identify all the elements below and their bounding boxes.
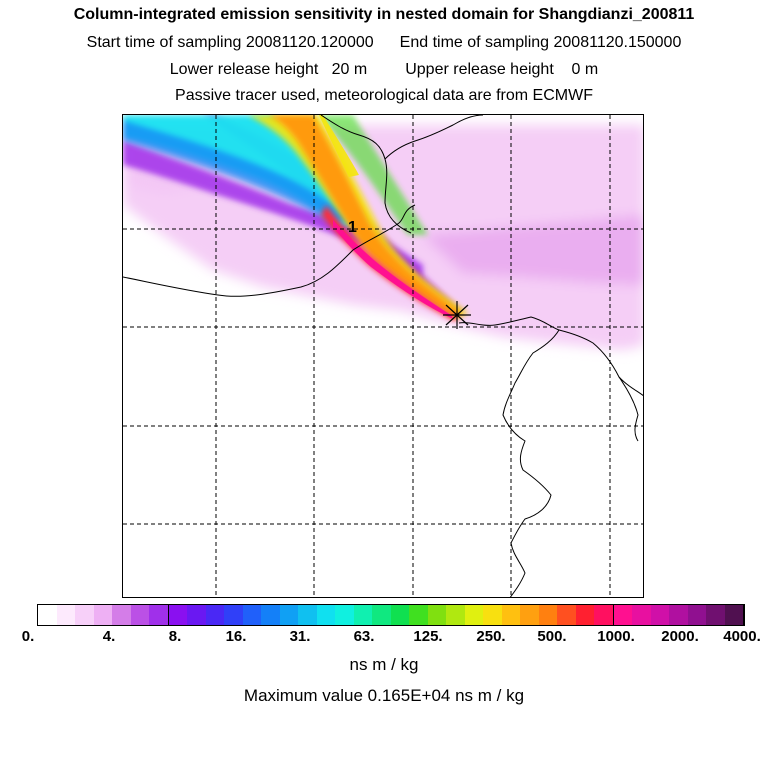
colorbar-segment [594, 605, 614, 625]
colorbar-segment [56, 605, 75, 625]
upper-release-height-label: Upper release height 0 m [405, 61, 599, 78]
colorbar-segment [38, 605, 57, 625]
colorbar-tick-label: 4. [102, 628, 116, 645]
colorbar-segment [93, 605, 112, 625]
colorbar-segment [632, 605, 651, 625]
colorbar-segment [279, 605, 298, 625]
colorbar-segment [464, 605, 483, 625]
sensitivity-cyan-plume [123, 115, 428, 235]
colorbar-segment [242, 605, 261, 625]
colorbar-tick-label: 63. [353, 628, 375, 645]
receptor-marker [443, 301, 471, 329]
plot-title: Column-integrated emission sensitivity i… [73, 6, 695, 23]
colorbar-segment [261, 605, 280, 625]
colorbar-segment [427, 605, 446, 625]
lower-release-height-label: Lower release height 20 m [169, 61, 368, 78]
colorbar-tick-label: 2000. [661, 628, 699, 645]
colorbar-tick-label: 250. [476, 628, 506, 645]
colorbar-segment [557, 605, 576, 625]
colorbar-segment [335, 605, 354, 625]
colorbar-segment [372, 605, 391, 625]
colorbar-segment [149, 605, 169, 625]
colorbar-segment [112, 605, 131, 625]
colorbar-segment [130, 605, 149, 625]
colorbar-segment [613, 605, 632, 625]
max-value-label: Maximum value 0.165E+04 ns m / kg [243, 686, 525, 705]
colorbar-segment [483, 605, 502, 625]
colorbar-segment [501, 605, 520, 625]
colorbar-tick-label: 4000. [723, 628, 761, 645]
colorbar-segment [353, 605, 372, 625]
map-panel: 1 [122, 114, 644, 598]
colorbar-tick-label: 125. [413, 628, 443, 645]
colorbar-segment [409, 605, 428, 625]
release-height-line: Lower release height 20 m Upper release h… [0, 61, 768, 79]
colorbar-segment [224, 605, 243, 625]
colorbar-segment [706, 605, 725, 625]
colorbar-segment [687, 605, 706, 625]
trajectory-label: 1 [348, 219, 357, 236]
colorbar-tick-label: 16. [225, 628, 247, 645]
colorbar-tick-label: 500. [537, 628, 567, 645]
colorbar-unit-label: ns m / kg [349, 655, 419, 674]
colorbar-tick-label: 31. [289, 628, 311, 645]
colorbar-segment [538, 605, 557, 625]
colorbar [37, 604, 745, 626]
coastlines [123, 115, 643, 597]
colorbar-segment [520, 605, 539, 625]
colorbar-tick-label: 0. [21, 628, 35, 645]
end-time-label: End time of sampling 20081120.150000 [399, 34, 682, 51]
colorbar-segment [575, 605, 594, 625]
colorbar-segment [724, 605, 744, 625]
lat-lon-grid [123, 115, 643, 597]
colorbar-segment [75, 605, 94, 625]
colorbar-segment [298, 605, 317, 625]
colorbar-segment [187, 605, 206, 625]
sampling-time-line: Start time of sampling 20081120.120000 En… [0, 34, 768, 52]
map-canvas: 1 [123, 115, 643, 597]
tracer-note: Passive tracer used, meteorological data… [175, 87, 593, 104]
colorbar-tick-label: 8. [168, 628, 182, 645]
colorbar-segment [205, 605, 224, 625]
colorbar-tick-label: 1000. [597, 628, 635, 645]
colorbar-segment [316, 605, 335, 625]
colorbar-segment [669, 605, 688, 625]
start-time-label: Start time of sampling 20081120.120000 [86, 34, 374, 51]
colorbar-segment [390, 605, 409, 625]
colorbar-segment [446, 605, 465, 625]
sensitivity-core-plume [248, 115, 468, 321]
colorbar-segment [650, 605, 669, 625]
colorbar-segment [168, 605, 187, 625]
